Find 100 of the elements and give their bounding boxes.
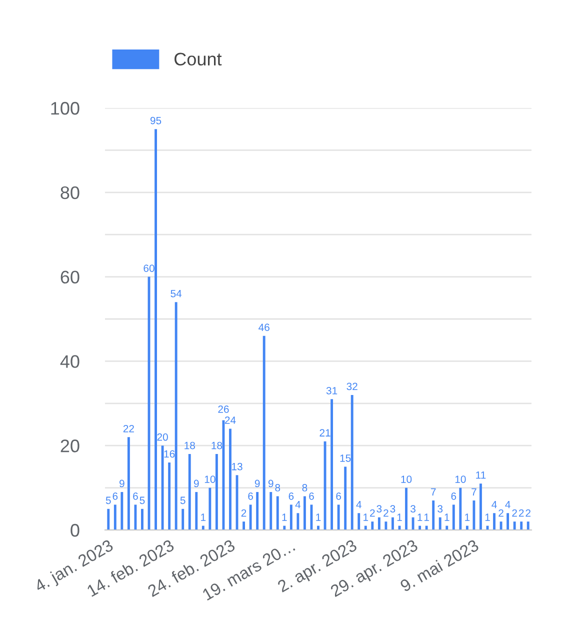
data-label: 10: [401, 476, 412, 483]
bar: [141, 508, 144, 530]
data-label: 6: [112, 492, 118, 500]
y-tick-label: 0: [70, 524, 80, 537]
y-tick-label: 60: [60, 270, 80, 284]
bar: [134, 504, 137, 530]
data-label: 54: [170, 290, 182, 298]
bar: [276, 496, 279, 530]
bar: [195, 492, 198, 530]
y-tick-label: 100: [51, 102, 80, 115]
bar: [438, 517, 442, 530]
data-label: 20: [157, 433, 168, 441]
data-label: 95: [150, 116, 162, 124]
bar: [229, 428, 232, 530]
bar: [344, 466, 347, 530]
data-label: 3: [376, 505, 382, 513]
data-label: 26: [218, 406, 229, 413]
data-label: 4: [356, 501, 362, 508]
y-tick-label: 40: [60, 355, 80, 368]
bar: [215, 454, 218, 530]
data-label: 2: [498, 509, 504, 517]
data-label: 13: [232, 462, 242, 470]
bar: [384, 522, 388, 530]
legend-label: Count: [174, 52, 222, 66]
data-label: 8: [275, 484, 280, 492]
data-label: 11: [476, 471, 486, 479]
data-label: 21: [320, 429, 330, 436]
bar: [120, 492, 124, 530]
data-label: 2: [512, 509, 517, 517]
bar: [513, 522, 516, 530]
bar: [330, 399, 334, 530]
data-label: 1: [444, 514, 450, 521]
bar: [520, 522, 523, 530]
bar: [472, 500, 476, 530]
data-label: 2: [370, 509, 375, 517]
bar: [161, 446, 164, 530]
data-label: 1: [316, 514, 321, 521]
data-label: 6: [288, 492, 294, 500]
bar: [208, 488, 212, 530]
bar: [296, 513, 300, 530]
bar: [371, 522, 374, 530]
data-label: 6: [309, 492, 314, 500]
data-label: 5: [140, 496, 145, 504]
bar: [290, 504, 292, 530]
data-label: 9: [254, 480, 260, 488]
bar: [127, 437, 130, 530]
bar: [114, 504, 116, 530]
data-label: 1: [364, 514, 368, 521]
bar: [256, 492, 259, 530]
data-label: 22: [123, 424, 134, 432]
bar: [174, 302, 178, 530]
bar: [168, 462, 171, 530]
bar: [262, 336, 266, 530]
data-label: 3: [390, 505, 396, 513]
bar: [493, 513, 496, 530]
data-label: 7: [472, 488, 476, 496]
data-label: 6: [133, 492, 138, 500]
data-label: 5: [106, 496, 111, 504]
bar: [358, 513, 360, 530]
bar: [337, 504, 340, 530]
data-label: 9: [194, 480, 199, 488]
bar: [526, 522, 530, 530]
data-label: 18: [184, 442, 195, 450]
bar: [378, 517, 380, 530]
data-label: 1: [282, 514, 287, 521]
data-label: 1: [465, 514, 470, 521]
bar: [392, 517, 394, 530]
bar: [182, 508, 184, 530]
data-label: 6: [336, 492, 341, 500]
bar: [270, 492, 272, 530]
data-label: 3: [438, 505, 443, 513]
data-label: 4: [492, 501, 497, 508]
bar: [459, 488, 462, 530]
data-label: 2: [526, 509, 530, 517]
data-label: 18: [212, 442, 222, 450]
data-label: 8: [302, 484, 308, 492]
data-label: 3: [410, 505, 416, 513]
bar: [350, 394, 354, 530]
bar: [303, 496, 306, 530]
data-label: 9: [268, 480, 274, 488]
data-label: 32: [346, 382, 358, 390]
data-label: 15: [340, 454, 351, 462]
data-label: 6: [248, 492, 253, 500]
bar: [452, 504, 455, 530]
bar: [188, 454, 191, 530]
data-label: 10: [455, 476, 466, 483]
data-label: 46: [258, 324, 270, 332]
data-label: 16: [164, 450, 175, 458]
data-label: 1: [424, 514, 429, 521]
bar: [405, 488, 408, 530]
bar: [249, 504, 252, 530]
data-label: 7: [430, 488, 436, 496]
bar: [242, 522, 245, 530]
data-label: 2: [241, 509, 246, 517]
data-label: 2: [518, 509, 524, 517]
data-label: 2: [384, 509, 388, 517]
data-label: 1: [418, 514, 422, 521]
bar: [500, 522, 502, 530]
data-label: 6: [451, 492, 456, 500]
data-label: 5: [180, 496, 186, 504]
